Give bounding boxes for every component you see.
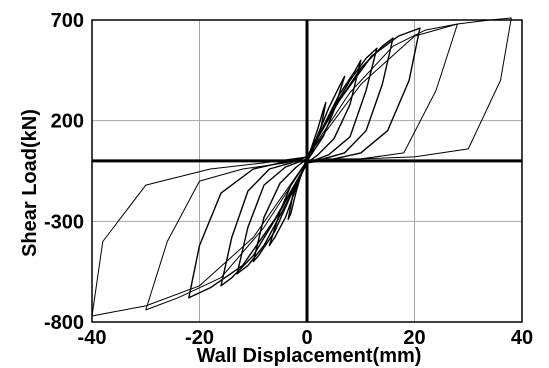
- x-tick-label: -20: [185, 327, 214, 349]
- x-axis-title: Wall Displacement(mm): [197, 345, 422, 367]
- tick-labels: -40 -20 0 20 40 -800 -300 200 700: [44, 10, 533, 349]
- axes: [91, 19, 523, 323]
- y-tick-label: -800: [44, 312, 84, 334]
- y-tick-label: -300: [44, 211, 84, 233]
- x-tick-label: -40: [78, 327, 107, 349]
- x-tick-label: 40: [511, 327, 533, 349]
- y-axis-title: Shear Load(kN): [19, 109, 41, 257]
- y-tick-label: 700: [51, 10, 84, 32]
- y-tick-label: 200: [51, 111, 84, 133]
- x-tick-label: 0: [301, 327, 312, 349]
- hysteresis-curves: [91, 17, 512, 317]
- hysteresis-loop-8: [91, 17, 512, 317]
- hysteresis-loop-7: [145, 23, 458, 311]
- x-tick-label: 20: [403, 327, 425, 349]
